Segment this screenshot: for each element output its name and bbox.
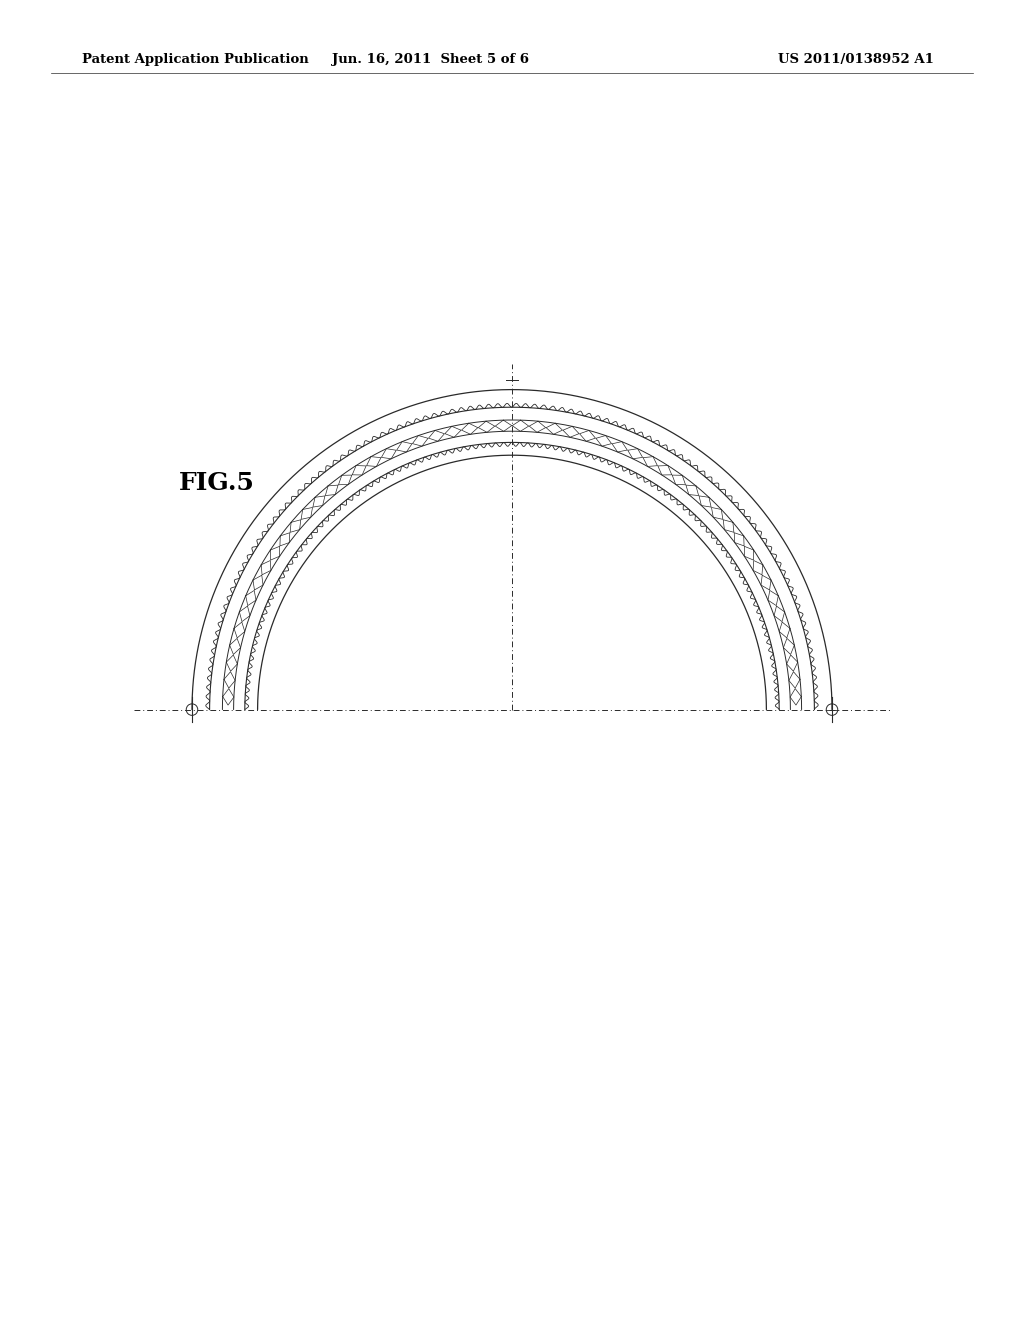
Text: Patent Application Publication: Patent Application Publication: [82, 53, 308, 66]
Text: Jun. 16, 2011  Sheet 5 of 6: Jun. 16, 2011 Sheet 5 of 6: [332, 53, 528, 66]
Text: US 2011/0138952 A1: US 2011/0138952 A1: [778, 53, 934, 66]
Text: FIG.5: FIG.5: [179, 471, 255, 495]
